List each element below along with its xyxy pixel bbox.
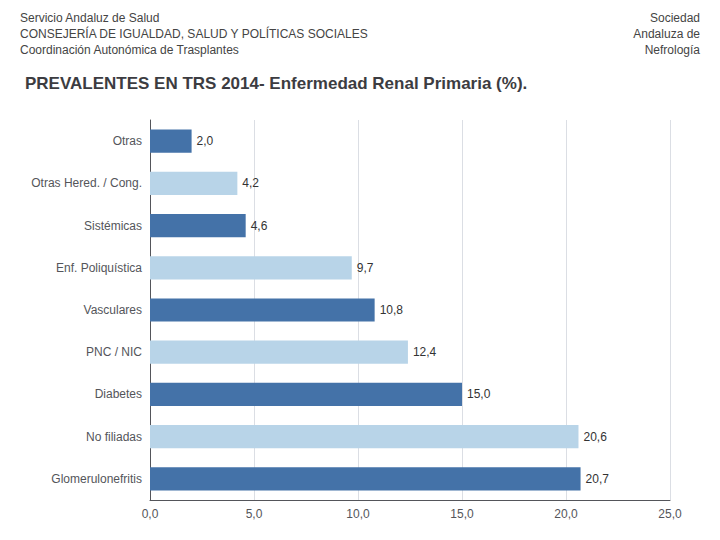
svg-text:15,0: 15,0 (467, 387, 491, 401)
svg-text:20,6: 20,6 (583, 430, 607, 444)
svg-text:4,2: 4,2 (242, 176, 259, 190)
svg-text:Glomerulonefritis: Glomerulonefritis (51, 472, 142, 486)
svg-text:10,8: 10,8 (380, 303, 404, 317)
svg-text:4,6: 4,6 (251, 219, 268, 233)
svg-text:12,4: 12,4 (413, 345, 437, 359)
svg-text:Servicio Andaluz de Salud: Servicio Andaluz de Salud (20, 11, 159, 25)
svg-text:PREVALENTES EN TRS 2014- Enfer: PREVALENTES EN TRS 2014- Enfermedad Rena… (25, 74, 527, 93)
svg-text:20,0: 20,0 (554, 507, 578, 521)
svg-text:Coordinación Autonómica de Tra: Coordinación Autonómica de Trasplantes (20, 43, 239, 57)
svg-text:25,0: 25,0 (658, 507, 682, 521)
svg-text:Nefrología: Nefrología (645, 43, 701, 57)
svg-text:Vasculares: Vasculares (84, 303, 142, 317)
svg-text:Sistémicas: Sistémicas (84, 219, 142, 233)
svg-text:No filiadas: No filiadas (86, 430, 142, 444)
svg-text:Otras Hered. / Cong.: Otras Hered. / Cong. (31, 176, 142, 190)
svg-text:0,0: 0,0 (142, 507, 159, 521)
svg-text:5,0: 5,0 (246, 507, 263, 521)
svg-text:Otras: Otras (113, 134, 142, 148)
svg-text:10,0: 10,0 (346, 507, 370, 521)
svg-text:CONSEJERÍA DE IGUALDAD, SALUD: CONSEJERÍA DE IGUALDAD, SALUD Y POLÍTICA… (20, 26, 368, 41)
svg-text:Diabetes: Diabetes (95, 387, 142, 401)
svg-text:15,0: 15,0 (450, 507, 474, 521)
svg-text:Andaluza de: Andaluza de (633, 27, 700, 41)
svg-text:PNC / NIC: PNC / NIC (86, 345, 142, 359)
svg-text:9,7: 9,7 (357, 261, 374, 275)
svg-text:2,0: 2,0 (197, 134, 214, 148)
svg-text:Sociedad: Sociedad (650, 11, 700, 25)
svg-text:20,7: 20,7 (586, 472, 610, 486)
svg-text:Enf. Poliquística: Enf. Poliquística (56, 261, 142, 275)
